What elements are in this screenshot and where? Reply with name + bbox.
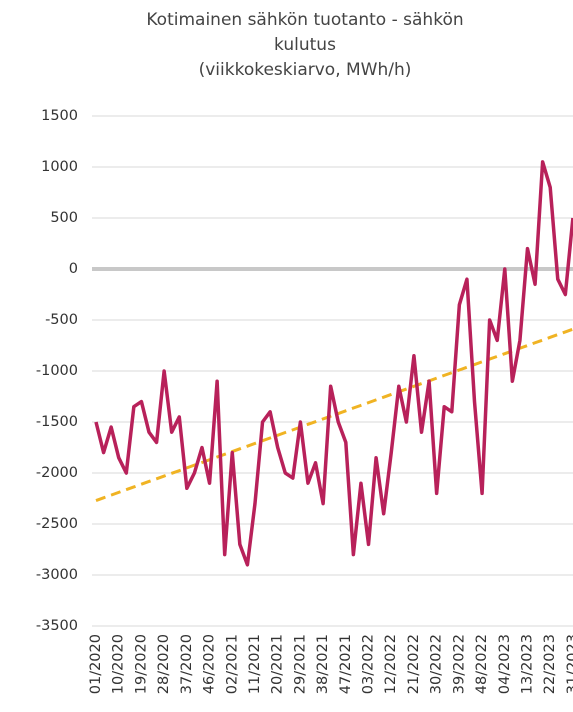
x-tick-label: 04/2023 [497, 634, 513, 694]
y-tick-label: -1000 [36, 363, 78, 379]
y-tick-label: -2500 [36, 516, 78, 532]
y-tick-label: 0 [69, 261, 78, 277]
x-tick-label: 21/2022 [406, 634, 422, 694]
x-tick-label: 02/2021 [224, 634, 240, 694]
x-tick-label: 19/2020 [133, 634, 149, 694]
series-line [94, 160, 573, 567]
x-tick-label: 13/2023 [519, 634, 535, 694]
x-tick-label: 46/2020 [202, 634, 218, 694]
y-tick-label: -3000 [36, 567, 78, 583]
x-tick-label: 22/2023 [542, 634, 558, 694]
y-tick-label: 1000 [41, 159, 78, 175]
x-tick-label: 03/2022 [361, 634, 377, 694]
x-tick-label: 48/2022 [474, 634, 490, 694]
x-tick-label: 29/2021 [292, 634, 308, 694]
x-tick-label: 30/2022 [429, 634, 445, 694]
y-tick-label: -500 [45, 312, 78, 328]
x-tick-label: 01/2020 [88, 634, 104, 694]
x-tick-label: 11/2021 [247, 634, 263, 694]
y-tick-label: 500 [50, 210, 78, 226]
title-block: Kotimainen sähkön tuotanto - sähkön kulu… [140, 8, 470, 83]
x-tick-label: 37/2020 [179, 634, 195, 694]
x-tick-label: 10/2020 [111, 634, 127, 694]
x-tick-label: 38/2021 [315, 634, 331, 694]
series-line [95, 327, 573, 502]
y-tick-label: -1500 [36, 414, 78, 430]
chart-title: Kotimainen sähkön tuotanto - sähkön kulu… [146, 10, 464, 55]
x-tick-label: 31/2023 [565, 634, 573, 694]
x-tick-label: 28/2020 [156, 634, 172, 694]
y-tick-label: -3500 [36, 618, 78, 634]
y-tick-label: -2000 [36, 465, 78, 481]
x-tick-label: 47/2021 [338, 634, 354, 694]
x-tick-label: 39/2022 [451, 634, 467, 694]
chart-subtitle: (viikkokeskiarvo, MWh/h) [198, 60, 412, 80]
y-tick-label: 1500 [41, 108, 78, 124]
x-tick-label: 12/2022 [383, 634, 399, 694]
x-tick-label: 20/2021 [270, 634, 286, 694]
